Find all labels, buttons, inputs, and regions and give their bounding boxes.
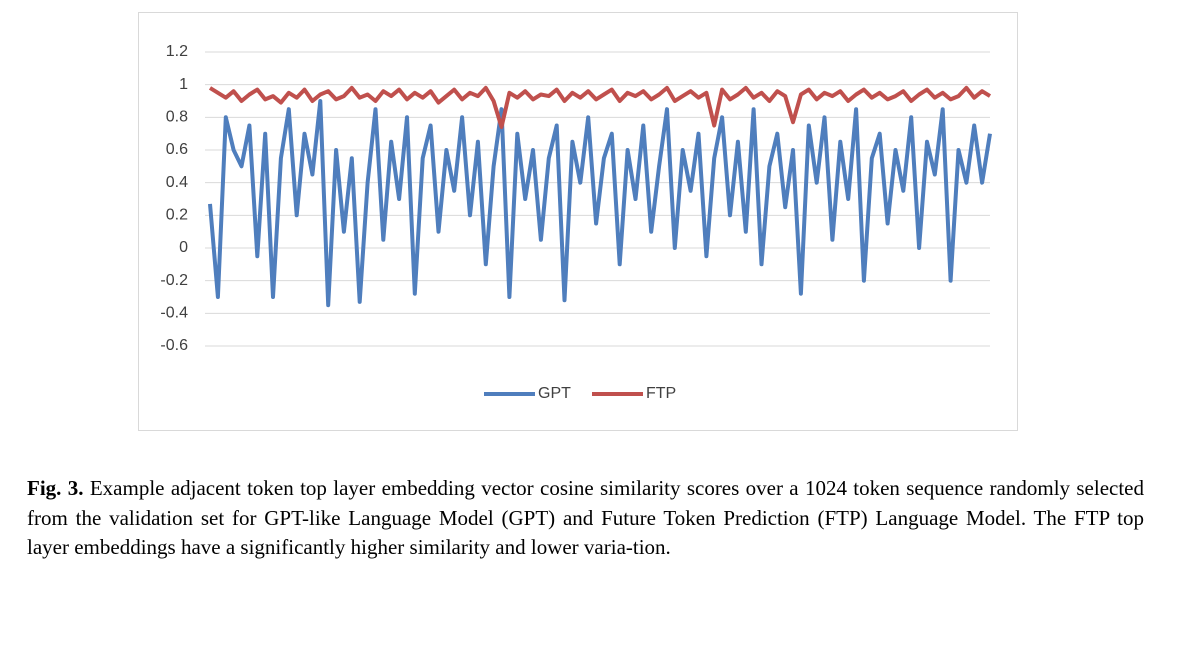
- caption: Fig. 3. Example adjacent token top layer…: [27, 474, 1144, 563]
- y-tick-label: 0: [179, 239, 188, 256]
- legend-label: GPT: [538, 385, 571, 402]
- caption-label: Fig. 3.: [27, 476, 84, 500]
- y-tick-label: 0.4: [166, 174, 188, 191]
- y-tick-label: -0.2: [160, 272, 188, 289]
- line-series: [208, 99, 992, 308]
- y-tick-label: 1.2: [166, 43, 188, 60]
- y-tick-label: -0.4: [160, 305, 188, 322]
- y-tick-label: 0.2: [166, 207, 188, 224]
- legend-label: FTP: [646, 385, 676, 402]
- y-tick-label: 0.6: [166, 141, 188, 158]
- line-series: [208, 85, 992, 130]
- caption-text: Example adjacent token top layer embeddi…: [27, 476, 1144, 560]
- y-tick-label: 1: [179, 76, 188, 93]
- y-tick-label: -0.6: [160, 337, 188, 354]
- chart-frame: [138, 12, 1018, 431]
- chart: -0.6 -0.4 -0.2 0 0.2 0.4 0.6 0.8 1 1.2 GPT FTP: [138, 12, 1018, 431]
- y-tick-label: 0.8: [166, 109, 188, 126]
